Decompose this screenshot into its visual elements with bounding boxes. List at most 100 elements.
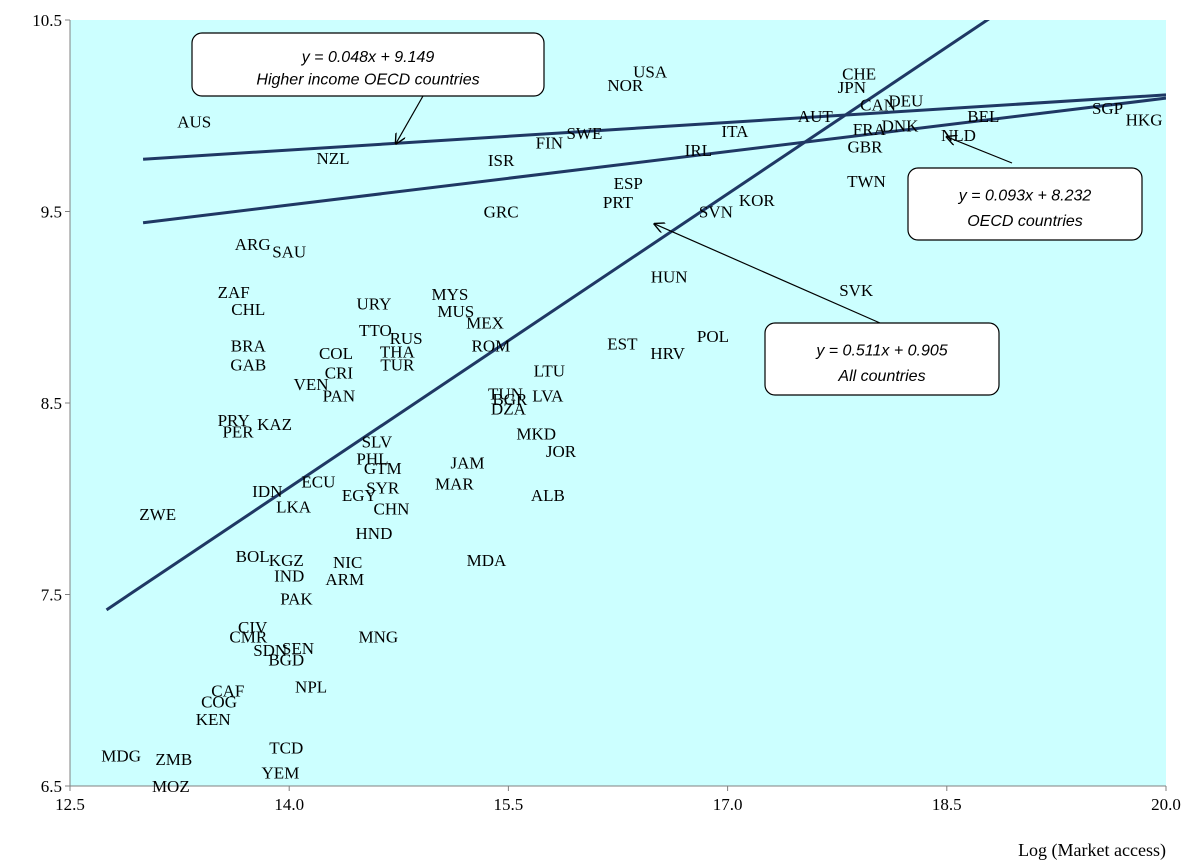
- country-label: COL: [319, 344, 353, 363]
- x-tick-label: 17.0: [713, 795, 743, 814]
- country-label: MEX: [466, 314, 504, 333]
- country-label: TUN: [488, 384, 523, 403]
- country-label: FRA: [853, 120, 887, 139]
- country-label: HRV: [650, 344, 685, 363]
- country-label: EGY: [342, 486, 377, 505]
- plot-area: [70, 20, 1166, 786]
- y-tick-label: 7.5: [41, 586, 62, 605]
- country-label: NIC: [333, 553, 362, 572]
- country-label: RUS: [390, 329, 423, 348]
- callout-equation: y = 0.048x + 9.149: [301, 49, 435, 66]
- callout-equation: y = 0.511x + 0.905: [815, 342, 947, 359]
- country-label: SLV: [362, 432, 393, 451]
- country-label: MDA: [467, 551, 507, 570]
- country-label: MUS: [437, 302, 474, 321]
- country-label: FIN: [536, 134, 563, 153]
- country-label: VEN: [294, 375, 329, 394]
- country-label: MDG: [101, 746, 141, 765]
- country-label: GTM: [364, 459, 402, 478]
- country-label: YEM: [262, 764, 300, 783]
- country-label: HND: [356, 524, 393, 543]
- y-tick-label: 9.5: [41, 203, 62, 222]
- country-label: SVK: [839, 281, 874, 300]
- country-label: JOR: [546, 442, 577, 461]
- country-label: BEL: [967, 107, 999, 126]
- country-label: COG: [201, 693, 237, 712]
- country-label: ITA: [721, 122, 749, 141]
- regression-line-0: [142, 93, 1166, 161]
- country-label: URY: [356, 294, 391, 313]
- regression-line-1: [142, 96, 1166, 225]
- country-label: CMR: [229, 628, 267, 647]
- equation-callouts: y = 0.048x + 9.149 Higher income OECD cou…: [191, 32, 1143, 396]
- country-label: TWN: [847, 172, 886, 191]
- country-label: CHL: [231, 300, 265, 319]
- country-label: BGR: [492, 390, 528, 409]
- x-tick-label: 12.5: [55, 795, 85, 814]
- country-label: THA: [380, 342, 416, 361]
- callout-box: [907, 167, 1143, 241]
- callout-arrow: [947, 137, 1013, 164]
- country-label: CIV: [238, 618, 268, 637]
- y-tick-label: 8.5: [41, 394, 62, 413]
- country-label: JAM: [450, 453, 484, 472]
- country-label: IND: [274, 566, 304, 585]
- country-label: KGZ: [269, 551, 304, 570]
- country-label: ISR: [488, 151, 515, 170]
- x-tick-label: 15.5: [494, 795, 524, 814]
- country-label: ECU: [301, 473, 335, 492]
- country-label: PHL: [356, 450, 388, 469]
- country-label: JPN: [838, 78, 866, 97]
- country-label: ARM: [325, 570, 364, 589]
- country-label: DNK: [882, 116, 920, 135]
- regression-lines: [105, 20, 1166, 612]
- country-label: ZAF: [218, 283, 250, 302]
- country-label: ROM: [471, 337, 510, 356]
- country-label: ARG: [235, 235, 271, 254]
- callout-box: [191, 32, 545, 97]
- country-label: ZWE: [139, 505, 176, 524]
- country-label: BOL: [236, 547, 270, 566]
- callout-box: [764, 322, 1000, 396]
- country-label: NOR: [607, 76, 644, 95]
- country-label: SDN: [253, 641, 287, 660]
- country-label: HKG: [1126, 111, 1163, 130]
- country-label: KEN: [196, 710, 231, 729]
- country-label: TCD: [269, 739, 303, 758]
- country-label: ZMB: [155, 750, 192, 769]
- country-label: ALB: [531, 486, 565, 505]
- country-label: SYR: [366, 478, 400, 497]
- country-label: LTU: [534, 361, 566, 380]
- callout-equation: y = 0.093x + 8.232: [958, 187, 1092, 204]
- country-label: NPL: [295, 677, 327, 696]
- country-label: SGP: [1092, 99, 1123, 118]
- country-label: SVN: [699, 203, 733, 222]
- country-label: CHN: [374, 499, 410, 518]
- country-label: DZA: [491, 400, 527, 419]
- callout-arrow: [655, 224, 881, 324]
- country-label: MYS: [432, 285, 469, 304]
- callout-group-label: All countries: [837, 368, 925, 385]
- country-label: PRT: [603, 193, 634, 212]
- country-label: AUT: [798, 107, 834, 126]
- callout-arrow: [396, 95, 424, 144]
- x-axis-title: Log (Market access): [1018, 840, 1166, 861]
- country-label: GBR: [847, 137, 883, 156]
- country-label: IRL: [685, 141, 712, 160]
- country-label: ESP: [614, 174, 643, 193]
- country-label: MOZ: [152, 777, 190, 796]
- country-label: SAU: [272, 243, 306, 262]
- country-label: CRI: [325, 363, 354, 382]
- country-label: SWE: [566, 124, 602, 143]
- y-tick-label: 10.5: [32, 11, 62, 30]
- country-label: PAK: [280, 589, 313, 608]
- country-label: USA: [633, 63, 668, 82]
- country-label: GAB: [230, 356, 266, 375]
- axis-ticks: 12.5 14.0 15.5 17.0 18.5 20.0 6.5 7.5 8.5 9.5 10.5: [32, 11, 1181, 814]
- country-label: PAN: [323, 386, 355, 405]
- country-label: NZL: [317, 149, 350, 168]
- country-label: PER: [222, 423, 254, 442]
- regression-line-2: [105, 20, 990, 612]
